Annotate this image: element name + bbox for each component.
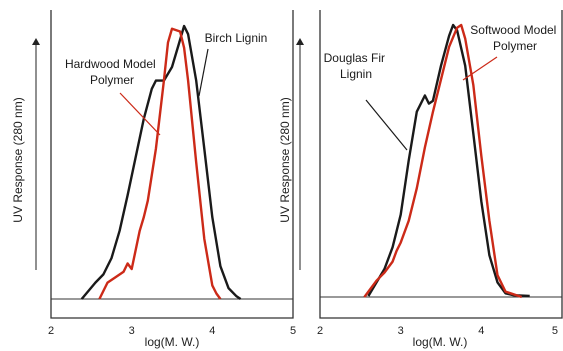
x-tick-label: 4 <box>478 325 484 337</box>
x-axis-label: log(M. W.) <box>413 335 468 349</box>
series-line-black <box>367 23 530 298</box>
series-line-red <box>363 23 523 299</box>
x-tick-label: 4 <box>209 325 215 337</box>
plot-frame <box>50 10 294 319</box>
x-tick-label: 2 <box>48 325 54 337</box>
annotation-birch-lignin: Birch Lignin <box>205 31 268 45</box>
annotation-leader <box>119 92 161 136</box>
x-tick-label: 5 <box>290 325 296 337</box>
chart-panel-left: UV Response (280 nm) log(M. W.) 2 3 4 5 … <box>11 10 296 349</box>
x-tick-label: 3 <box>129 325 135 337</box>
series-line-black <box>80 24 242 301</box>
x-tick-label: 3 <box>398 325 404 337</box>
x-tick-label: 5 <box>552 325 558 337</box>
chart-panel-right: UV Response (280 nm) log(M. W.) 2 3 4 5 … <box>278 10 563 349</box>
y-axis-label: UV Response (280 nm) <box>278 97 292 222</box>
annotation-softwood-model: Softwood Model Polymer <box>470 23 559 53</box>
x-axis-label: log(M. W.) <box>145 335 200 349</box>
x-tick-label: 2 <box>317 325 323 337</box>
plot-frame <box>319 10 563 319</box>
y-axis-label: UV Response (280 nm) <box>11 97 25 222</box>
annotation-hardwood-model: Hardwood Model Polymer <box>65 57 159 87</box>
annotation-leader <box>462 56 498 81</box>
series-line-red <box>98 27 222 300</box>
annotation-leader <box>198 48 209 97</box>
annotation-douglas-fir: Douglas Fir Lignin <box>324 51 389 81</box>
annotation-leader <box>365 99 408 151</box>
